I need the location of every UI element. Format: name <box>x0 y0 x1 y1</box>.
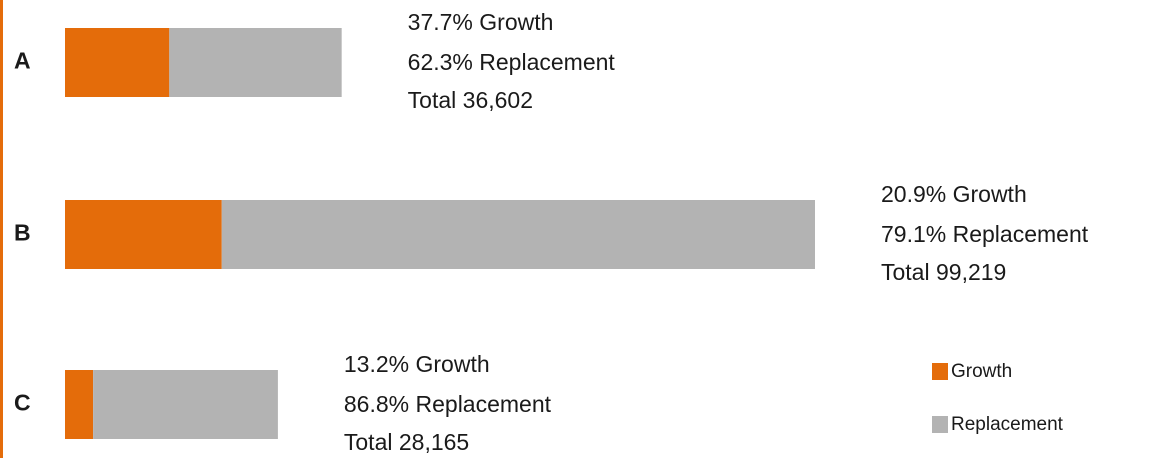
data-label: 13.2% Growth <box>344 351 490 377</box>
total-label: Total 28,165 <box>344 429 469 455</box>
legend-label: Replacement <box>951 414 1064 435</box>
data-label: 20.9% Growth <box>881 181 1027 207</box>
data-label: 79.1% Replacement <box>881 221 1089 247</box>
value-label: 86.8% <box>344 391 409 417</box>
legend-label: Growth <box>951 361 1012 382</box>
category-label: C <box>14 390 31 416</box>
series-name: Growth <box>953 181 1027 207</box>
series-name: Growth <box>416 351 490 377</box>
total-value: 28,165 <box>399 429 469 455</box>
bar-segment <box>65 370 94 439</box>
legend-swatch <box>932 363 948 380</box>
total-word: Total <box>344 429 393 455</box>
category-label: B <box>14 220 31 246</box>
value-label: 79.1% <box>881 221 946 247</box>
total-value: 36,602 <box>463 87 533 113</box>
total-word: Total <box>408 87 457 113</box>
value-label: 13.2% <box>344 351 409 377</box>
bar-segment <box>169 28 342 97</box>
total-value: 99,219 <box>936 259 1006 285</box>
value-label: 20.9% <box>881 181 946 207</box>
value-label: 62.3% <box>408 49 473 75</box>
series-name: Replacement <box>416 391 552 417</box>
series-name: Growth <box>479 9 553 35</box>
series-name: Replacement <box>953 221 1089 247</box>
total-label: Total 99,219 <box>881 259 1006 285</box>
value-label: 37.7% <box>408 9 473 35</box>
total-word: Total <box>881 259 930 285</box>
bar-segment <box>65 28 170 97</box>
data-label: 86.8% Replacement <box>344 391 552 417</box>
data-label: 62.3% Replacement <box>408 49 616 75</box>
data-label: 37.7% Growth <box>408 9 554 35</box>
category-label: A <box>14 48 31 74</box>
series-name: Replacement <box>479 49 615 75</box>
left-border <box>0 0 3 458</box>
bar-segment <box>221 200 815 269</box>
legend-swatch <box>932 416 948 433</box>
bar-segment <box>93 370 278 439</box>
bar-segment <box>65 200 222 269</box>
total-label: Total 36,602 <box>408 87 533 113</box>
